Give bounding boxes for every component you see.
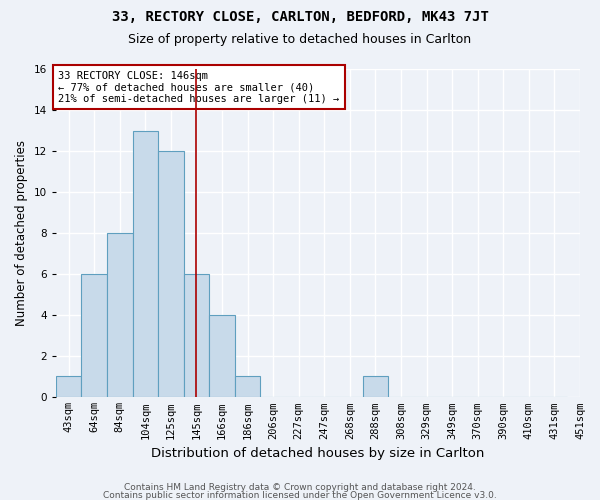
Y-axis label: Number of detached properties: Number of detached properties xyxy=(15,140,28,326)
Bar xyxy=(56,376,82,397)
Text: Contains HM Land Registry data © Crown copyright and database right 2024.: Contains HM Land Registry data © Crown c… xyxy=(124,483,476,492)
Text: Size of property relative to detached houses in Carlton: Size of property relative to detached ho… xyxy=(128,32,472,46)
Bar xyxy=(133,130,158,397)
Text: Contains public sector information licensed under the Open Government Licence v3: Contains public sector information licen… xyxy=(103,492,497,500)
Bar xyxy=(362,376,388,397)
Bar xyxy=(82,274,107,397)
Bar xyxy=(107,233,133,397)
X-axis label: Distribution of detached houses by size in Carlton: Distribution of detached houses by size … xyxy=(151,447,485,460)
Text: 33 RECTORY CLOSE: 146sqm
← 77% of detached houses are smaller (40)
21% of semi-d: 33 RECTORY CLOSE: 146sqm ← 77% of detach… xyxy=(58,70,340,104)
Bar xyxy=(158,151,184,397)
Text: 33, RECTORY CLOSE, CARLTON, BEDFORD, MK43 7JT: 33, RECTORY CLOSE, CARLTON, BEDFORD, MK4… xyxy=(112,10,488,24)
Bar xyxy=(209,315,235,397)
Bar xyxy=(184,274,209,397)
Bar xyxy=(235,376,260,397)
